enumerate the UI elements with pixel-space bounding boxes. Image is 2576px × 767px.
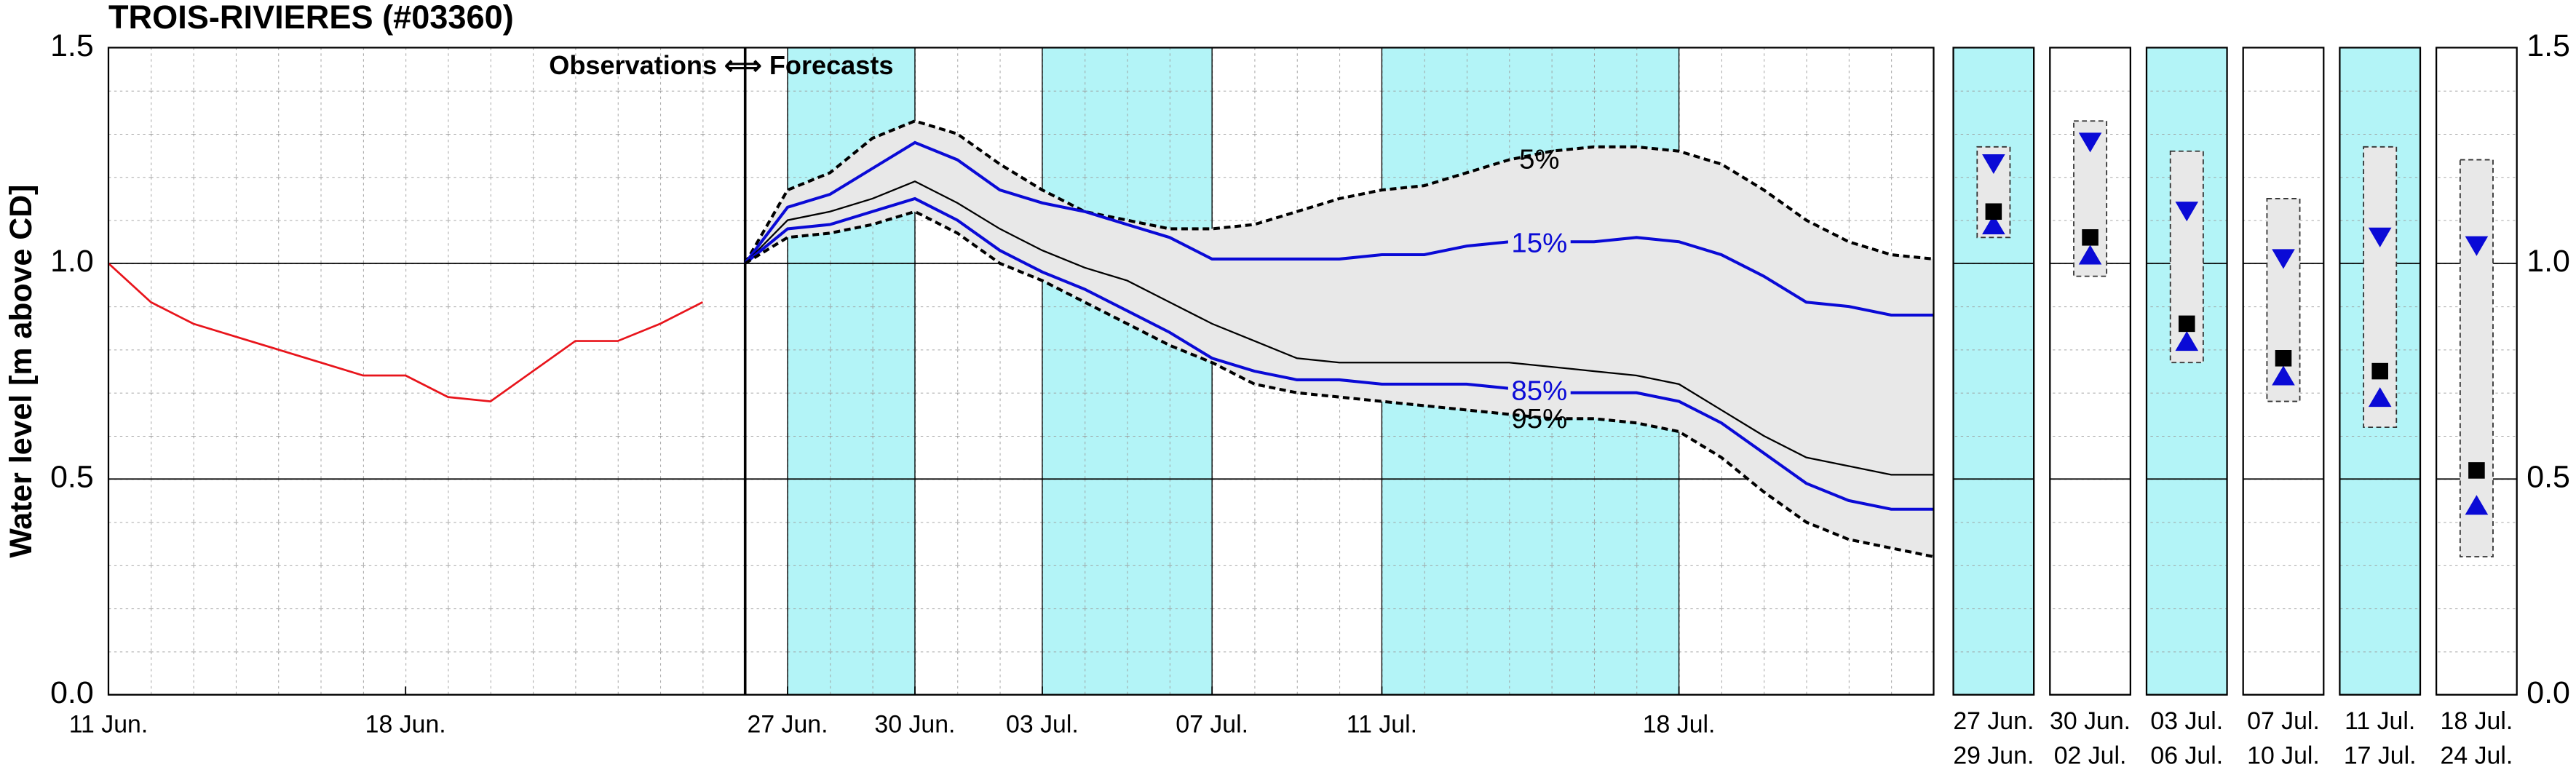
observed-line (108, 262, 704, 402)
plot-frame (107, 47, 1935, 696)
annotation: Observations ⟺ Forecasts (549, 50, 893, 80)
max-marker (2175, 202, 2199, 222)
y-tick-label: 0.5 (2527, 460, 2570, 495)
max-marker (2465, 236, 2489, 256)
forecast-line (744, 140, 1934, 317)
panel-frame (2339, 47, 2422, 696)
chart-title: TROIS-RIVIERES (#03360) (108, 0, 514, 36)
x-tick-label: 18 Jul. (1643, 711, 1716, 739)
x-tick-label: 27 Jun. (748, 711, 828, 739)
forecast-envelope (745, 121, 1934, 557)
y-axis-label: Water level [m above CD] (4, 185, 39, 558)
panel-frame (2049, 47, 2131, 696)
min-marker (2368, 387, 2392, 408)
panel-frame (1952, 47, 2035, 696)
period-end: 02 Jul. (2054, 742, 2127, 767)
x-tick-label: 07 Jul. (1176, 711, 1248, 739)
period-start: 11 Jul. (2345, 707, 2415, 735)
max-marker (2078, 132, 2102, 153)
panel-frame (2435, 47, 2518, 696)
y-tick-label: 0.0 (2527, 675, 2570, 710)
max-marker (2272, 249, 2295, 269)
forecast-line (744, 196, 1934, 511)
y-tick-label: 1.0 (50, 244, 94, 279)
panel-grid (2146, 47, 2227, 695)
min-marker (2272, 365, 2295, 386)
curve-label: 15% (1511, 227, 1567, 258)
forecast-line (743, 119, 1934, 264)
side-panels: 27 Jun. 29 Jun. 30 Jun. 02 Jul. 03 Jul. 06 Ju… (1952, 28, 2570, 767)
median-marker (2371, 362, 2388, 380)
period-start: 07 Jul. (2247, 707, 2320, 735)
median-marker (1985, 203, 2002, 220)
y-tick-label: 1.5 (2527, 28, 2570, 63)
main-plot: 0.0 0.5 1.0 1.5 11 Jun. 18 Jun. 27 Jun. 30 Jun.… (50, 28, 1935, 739)
panel-frame (2145, 47, 2228, 696)
y-tick-label: 1.0 (2527, 244, 2570, 279)
median-marker (2468, 462, 2485, 479)
period-end: 24 Jul. (2441, 742, 2513, 767)
max-marker (1982, 154, 2005, 175)
x-tick-label: 18 Jun. (365, 711, 446, 739)
median-marker (2082, 229, 2099, 246)
x-tick-label: 11 Jul. (1347, 711, 1417, 739)
median-marker (2178, 315, 2195, 333)
y-tick-label: 0.5 (50, 460, 94, 495)
forecast-line (744, 180, 1934, 476)
forecast-line (744, 210, 1934, 558)
period-start: 03 Jul. (2150, 707, 2223, 735)
x-tick-label: 03 Jul. (1006, 711, 1079, 739)
min-marker (2175, 331, 2199, 351)
y-tick-label: 0.0 (50, 675, 94, 710)
median-marker (2275, 350, 2292, 367)
panel-frame (2242, 47, 2325, 696)
min-marker (2465, 495, 2489, 515)
period-end: 06 Jul. (2150, 742, 2223, 767)
period-start: 30 Jun. (2050, 707, 2131, 735)
period-start: 18 Jul. (2441, 707, 2513, 735)
x-tick-label: 11 Jun. (69, 711, 148, 739)
x-tick-label: 30 Jun. (874, 711, 955, 739)
curve-label: 95% (1511, 403, 1567, 434)
range-box (2363, 146, 2398, 429)
period-start: 27 Jun. (1953, 707, 2034, 735)
period-end: 10 Jul. (2247, 742, 2320, 767)
min-marker (2078, 245, 2102, 265)
min-marker (1982, 214, 2005, 235)
y-tick-label: 1.5 (50, 28, 94, 63)
curve-label-bg (1507, 375, 1571, 407)
curve-label: 85% (1511, 375, 1567, 407)
max-marker (2368, 227, 2392, 247)
curve-label-bg (1507, 227, 1571, 259)
curve-label: 5% (1519, 143, 1559, 175)
range-box (2459, 159, 2494, 557)
period-end: 17 Jul. (2344, 742, 2417, 767)
panel-grid (1953, 47, 2034, 695)
period-end: 29 Jun. (1953, 742, 2034, 767)
